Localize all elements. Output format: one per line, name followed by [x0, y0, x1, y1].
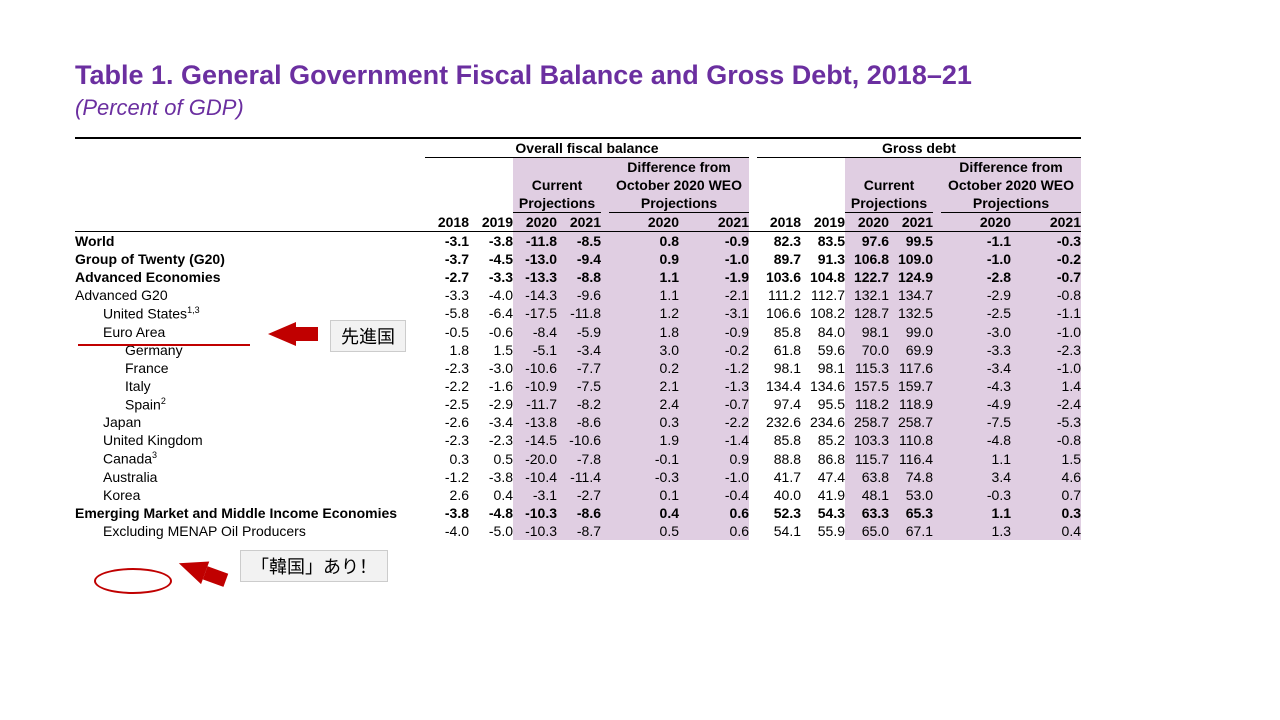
row-label: World — [75, 232, 425, 251]
hdr-diff2-l3: Projections — [941, 194, 1081, 213]
circle-korea — [94, 568, 172, 594]
row-label: Advanced Economies — [75, 268, 425, 286]
table-subtitle: (Percent of GDP) — [75, 95, 1210, 121]
hdr-diff2-l2: October 2020 WEO — [941, 176, 1081, 194]
hdr-diff1-l2: October 2020 WEO — [609, 176, 749, 194]
row-label: United States1,3 — [75, 304, 425, 323]
table-row: Euro Area-0.5-0.6-8.4-5.91.8-0.985.884.0… — [75, 323, 1081, 341]
row-label: Germany — [75, 341, 425, 359]
table-row: Group of Twenty (G20)-3.7-4.5-13.0-9.40.… — [75, 250, 1081, 268]
table-row: Emerging Market and Middle Income Econom… — [75, 504, 1081, 522]
row-label: Euro Area — [75, 323, 425, 341]
table-row: United States1,3-5.8-6.4-17.5-11.81.2-3.… — [75, 304, 1081, 323]
table-title: Table 1. General Government Fiscal Balan… — [75, 60, 1210, 91]
yr-d20: 2020 — [609, 213, 679, 232]
yr-f19: 2019 — [469, 213, 513, 232]
table-row: World-3.1-3.8-11.8-8.50.8-0.982.383.597.… — [75, 232, 1081, 251]
row-label: Italy — [75, 377, 425, 395]
hdr-curproj2b: Projections — [845, 194, 933, 213]
table-row: Advanced Economies-2.7-3.3-13.3-8.81.1-1… — [75, 268, 1081, 286]
hdr-diff2-l1: Difference from — [941, 158, 1081, 177]
table-row: Korea2.60.4-3.1-2.70.1-0.440.041.948.153… — [75, 486, 1081, 504]
table-row: Spain2-2.5-2.9-11.7-8.22.4-0.797.495.511… — [75, 395, 1081, 414]
yr-gd21: 2021 — [1011, 213, 1081, 232]
row-label: Emerging Market and Middle Income Econom… — [75, 504, 425, 522]
fiscal-table: Overall fiscal balance Gross debt Differ… — [75, 137, 1081, 540]
yr-d21: 2021 — [679, 213, 749, 232]
yr-f18: 2018 — [425, 213, 469, 232]
row-label: Excluding MENAP Oil Producers — [75, 522, 425, 540]
yr-f21: 2021 — [557, 213, 601, 232]
yr-g20: 2020 — [845, 213, 889, 232]
yr-g19: 2019 — [801, 213, 845, 232]
table-row: France-2.3-3.0-10.6-7.70.2-1.298.198.111… — [75, 359, 1081, 377]
row-label: Japan — [75, 413, 425, 431]
row-label: United Kingdom — [75, 431, 425, 449]
table-row: Japan-2.6-3.4-13.8-8.60.3-2.2232.6234.62… — [75, 413, 1081, 431]
row-label: Advanced G20 — [75, 286, 425, 304]
table-row: Excluding MENAP Oil Producers-4.0-5.0-10… — [75, 522, 1081, 540]
yr-g18: 2018 — [757, 213, 801, 232]
row-label: Group of Twenty (G20) — [75, 250, 425, 268]
hdr-overall: Overall fiscal balance — [425, 138, 749, 158]
row-label: Australia — [75, 468, 425, 486]
row-label: France — [75, 359, 425, 377]
label-korea: 「韓国」あり！ — [240, 550, 388, 582]
table-row: Germany1.81.5-5.1-3.43.0-0.261.859.670.0… — [75, 341, 1081, 359]
table-row: Advanced G20-3.3-4.0-14.3-9.61.1-2.1111.… — [75, 286, 1081, 304]
yr-g21: 2021 — [889, 213, 933, 232]
hdr-diff1-l1: Difference from — [609, 158, 749, 177]
table-row: Canada30.30.5-20.0-7.8-0.10.988.886.8115… — [75, 449, 1081, 468]
hdr-curproj1a: Current — [513, 176, 601, 194]
row-label: Korea — [75, 486, 425, 504]
table-row: Italy-2.2-1.6-10.9-7.52.1-1.3134.4134.61… — [75, 377, 1081, 395]
yr-f20: 2020 — [513, 213, 557, 232]
yr-gd20: 2020 — [941, 213, 1011, 232]
hdr-gross: Gross debt — [757, 138, 1081, 158]
hdr-diff1-l3: Projections — [609, 194, 749, 213]
hdr-curproj2a: Current — [845, 176, 933, 194]
table-row: United Kingdom-2.3-2.3-14.5-10.61.9-1.48… — [75, 431, 1081, 449]
row-label: Spain2 — [75, 395, 425, 414]
row-label: Canada3 — [75, 449, 425, 468]
arrow-korea — [175, 552, 210, 584]
hdr-curproj1b: Projections — [513, 194, 601, 213]
table-row: Australia-1.2-3.8-10.4-11.4-0.3-1.041.74… — [75, 468, 1081, 486]
